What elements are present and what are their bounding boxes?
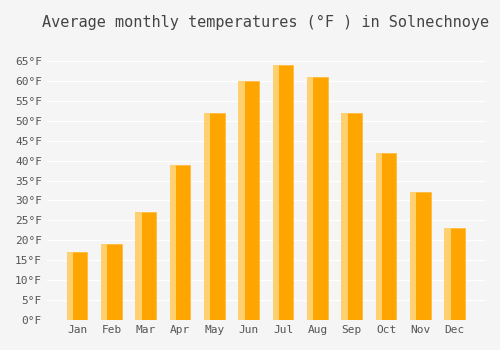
Bar [342,113,347,320]
Bar [376,153,396,320]
Bar [376,153,382,320]
Bar [307,77,328,320]
Bar [444,229,465,320]
Bar [410,193,430,320]
Bar [342,113,362,320]
Bar [204,113,210,320]
Bar [67,252,73,320]
Bar [170,164,190,320]
Bar [307,77,314,320]
Bar [204,113,225,320]
Title: Average monthly temperatures (°F ) in Solnechnoye: Average monthly temperatures (°F ) in So… [42,15,490,30]
Bar [273,65,293,320]
Bar [410,193,416,320]
Bar [444,229,450,320]
Bar [136,212,156,320]
Bar [238,81,244,320]
Bar [136,212,141,320]
Bar [67,252,87,320]
Bar [101,244,121,320]
Bar [101,244,107,320]
Bar [238,81,259,320]
Bar [273,65,279,320]
Bar [170,164,176,320]
